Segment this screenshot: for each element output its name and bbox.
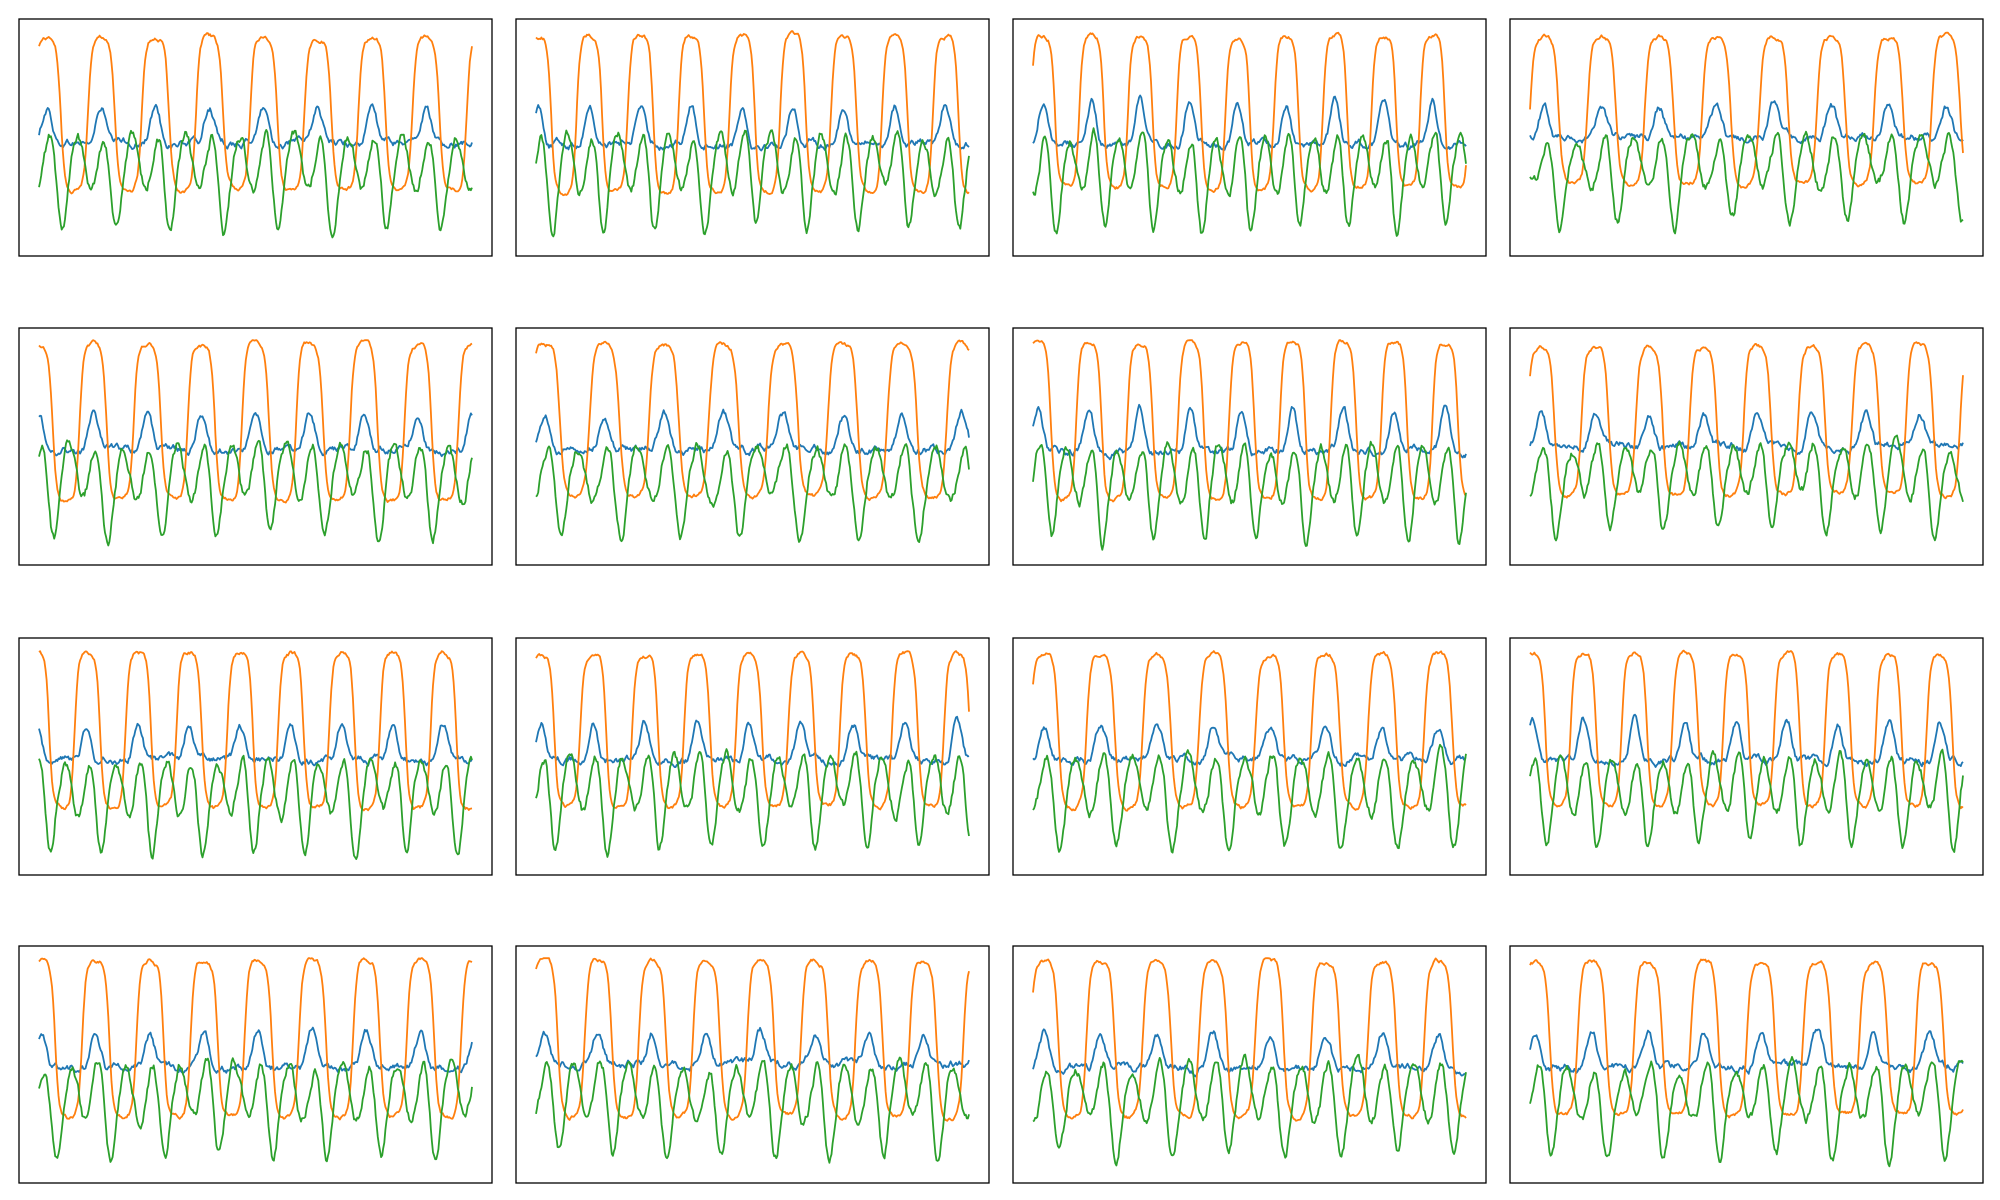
series-line-green [1529,130,1964,235]
chart-panel-4 [1509,18,1984,257]
panel-frame [515,945,990,1184]
series-line-orange [1032,650,1467,812]
series-line-orange [1529,341,1964,500]
chart-panel-13 [18,945,493,1184]
series-line-blue [535,408,970,457]
series-line-blue [1529,100,1964,145]
panel-frame [1509,945,1984,1184]
series-line-blue [1529,409,1964,456]
panel-frame [18,945,493,1184]
series-line-orange [1529,31,1964,189]
series-line-orange [1529,958,1964,1119]
series-line-orange [1032,31,1467,194]
panel-frame [515,18,990,257]
series-line-orange [38,650,473,812]
panel-frame [18,637,493,876]
series-line-orange [38,32,473,195]
chart-panel-8 [1509,327,1984,566]
series-line-blue [535,1026,970,1072]
series-line-blue [1529,713,1964,768]
chart-panel-15 [1012,945,1487,1184]
series-line-green [535,748,970,858]
series-line-blue [1032,403,1467,461]
series-line-orange [535,957,970,1122]
series-line-orange [1032,339,1467,503]
chart-panel-5 [18,327,493,566]
series-line-green [535,1056,970,1164]
series-line-orange [1529,649,1964,810]
series-line-orange [1032,957,1467,1122]
series-line-green [1529,1056,1964,1168]
chart-panel-14 [515,945,990,1184]
series-line-green [1032,743,1467,854]
series-line-green [535,129,970,238]
series-line-blue [1032,723,1467,767]
series-line-blue [1032,1028,1467,1078]
panel-frame [1012,637,1487,876]
chart-panel-6 [515,327,990,566]
series-line-green [1529,748,1964,853]
chart-panel-12 [1509,637,1984,876]
series-line-green [1032,1053,1467,1167]
series-line-orange [38,339,473,504]
series-line-green [1032,440,1467,551]
panel-frame [18,18,493,257]
series-line-green [38,1057,473,1163]
chart-panel-2 [515,18,990,257]
chart-panel-3 [1012,18,1487,257]
series-line-green [38,754,473,860]
series-line-orange [535,339,970,502]
chart-panel-16 [1509,945,1984,1184]
series-line-green [38,439,473,547]
series-line-green [38,128,473,239]
chart-panel-9 [18,637,493,876]
chart-panel-11 [1012,637,1487,876]
panel-frame [18,327,493,566]
series-line-blue [535,104,970,152]
panel-frame [1509,637,1984,876]
chart-panel-10 [515,637,990,876]
series-line-green [1529,434,1964,542]
series-line-orange [38,957,473,1121]
series-line-green [1032,127,1467,237]
series-line-blue [38,722,473,767]
series-line-green [535,441,970,543]
series-line-blue [1529,1028,1964,1075]
series-line-orange [535,650,970,811]
chart-panel-1 [18,18,493,257]
series-line-blue [38,409,473,458]
chart-panel-7 [1012,327,1487,566]
